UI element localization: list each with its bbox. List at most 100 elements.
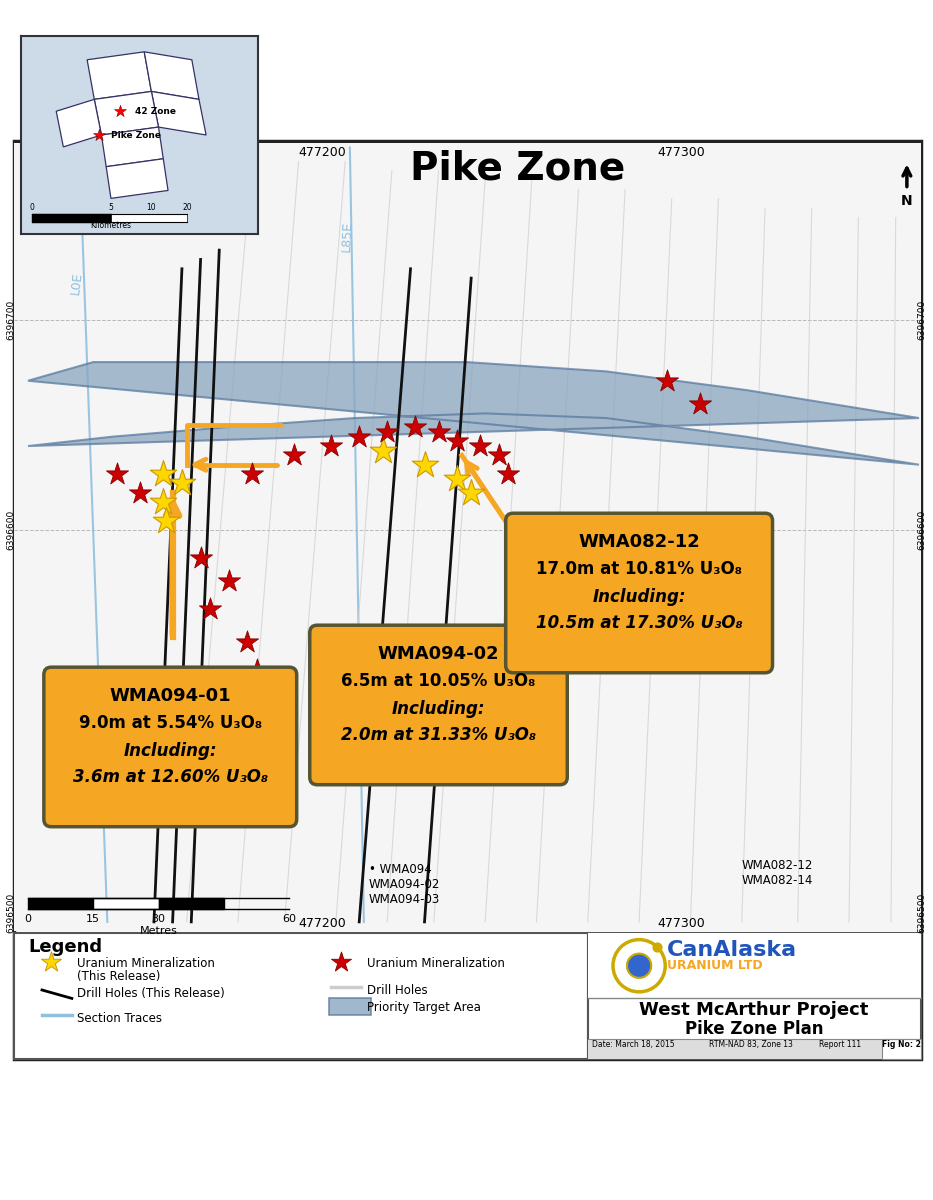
FancyBboxPatch shape [329,998,371,1015]
Circle shape [627,954,651,978]
FancyBboxPatch shape [506,514,773,673]
Text: Pike Zone: Pike Zone [111,131,160,139]
Text: Fig No: 2: Fig No: 2 [882,1040,921,1049]
Polygon shape [145,52,199,100]
Text: • WMA094: • WMA094 [369,863,431,876]
Point [650,938,665,958]
Text: Metres: Metres [140,925,177,936]
FancyBboxPatch shape [44,667,297,827]
Text: RTM-NAD 83, Zone 13: RTM-NAD 83, Zone 13 [709,1040,793,1049]
Text: Uranium Mineralization: Uranium Mineralization [77,958,216,971]
Text: 6396700: 6396700 [917,300,926,341]
Text: WMA094-02: WMA094-02 [378,644,499,662]
Text: L0E: L0E [69,271,84,295]
Point [159,511,174,530]
Text: 3.6m at 12.60% U₃O₈: 3.6m at 12.60% U₃O₈ [73,768,268,786]
Text: 6396700: 6396700 [7,300,16,341]
Polygon shape [94,91,159,134]
Text: 6396600: 6396600 [917,510,926,550]
Text: Report 111: Report 111 [819,1040,861,1049]
Text: 6.5m at 10.05% U₃O₈: 6.5m at 10.05% U₃O₈ [341,672,536,690]
Polygon shape [106,158,168,198]
Text: Pike Zone Plan: Pike Zone Plan [685,1020,823,1038]
Point [132,484,147,503]
Text: Kilometres: Kilometres [91,221,132,230]
Text: URANIUM LTD: URANIUM LTD [667,959,762,972]
Text: 0: 0 [24,914,32,924]
Text: Drill Holes: Drill Holes [367,984,427,997]
Point [408,418,423,437]
Text: 0: 0 [30,203,35,212]
Text: Priority Target Area: Priority Target Area [367,1001,480,1014]
Point [91,125,106,144]
Text: 10.5m at 17.30% U₃O₈: 10.5m at 17.30% U₃O₈ [536,614,743,632]
Text: WMA094-03: WMA094-03 [369,893,439,906]
Text: CanAlaska: CanAlaska [667,940,797,960]
Text: N: N [901,194,912,208]
Point [375,442,390,461]
Text: Legend: Legend [28,937,102,955]
Point [660,371,675,390]
Text: Including:: Including: [392,700,485,718]
Point [464,484,479,503]
Text: 60: 60 [282,914,297,924]
Text: 5: 5 [108,203,114,212]
Text: WMA094-01: WMA094-01 [109,686,231,704]
Text: WMA082-14: WMA082-14 [742,875,814,887]
Point [492,445,507,464]
Text: West McArthur Project: West McArthur Project [639,1001,869,1019]
Point [240,632,255,652]
Text: WMA082-12: WMA082-12 [742,859,814,872]
Text: 477200: 477200 [298,917,346,930]
Text: 10: 10 [146,203,156,212]
Text: WMA094-02: WMA094-02 [369,878,440,892]
Point [254,689,269,708]
FancyBboxPatch shape [588,934,921,1060]
Text: 6396600: 6396600 [7,510,16,550]
Text: 9.0m at 5.54% U₃O₈: 9.0m at 5.54% U₃O₈ [78,714,262,732]
Point [156,464,171,484]
Point [244,464,259,484]
Text: 2.0m at 31.33% U₃O₈: 2.0m at 31.33% U₃O₈ [341,726,536,744]
Text: WMA082-12: WMA082-12 [578,533,700,551]
Point [193,548,208,568]
Text: Drill Holes (This Release): Drill Holes (This Release) [77,988,225,1000]
Text: 20: 20 [182,203,192,212]
Point [113,102,128,121]
Text: 477200: 477200 [298,145,346,158]
Text: 42 Zone: 42 Zone [134,107,175,115]
Point [258,721,273,740]
Point [174,474,189,493]
Point [333,953,348,972]
Point [286,445,301,464]
FancyBboxPatch shape [310,625,567,785]
Text: Uranium Mineralization: Uranium Mineralization [367,958,505,971]
Text: Section Traces: Section Traces [77,1013,162,1025]
FancyBboxPatch shape [588,1038,921,1060]
FancyBboxPatch shape [882,1038,921,1060]
Point [352,427,367,446]
Point [431,422,446,442]
FancyBboxPatch shape [14,143,921,931]
FancyBboxPatch shape [588,934,921,998]
Point [501,464,516,484]
Text: Including:: Including: [123,742,217,760]
Text: Including:: Including: [592,588,686,606]
Text: (This Release): (This Release) [77,971,160,984]
Point [324,437,339,456]
Text: 15: 15 [86,914,101,924]
Polygon shape [87,52,151,100]
Text: 17.0m at 10.81% U₃O₈: 17.0m at 10.81% U₃O₈ [536,560,742,578]
Point [202,600,217,619]
Polygon shape [102,127,163,167]
Text: 477300: 477300 [657,145,705,158]
Point [417,455,432,474]
Text: 6396500: 6396500 [917,893,926,932]
Point [692,395,707,414]
Polygon shape [151,91,206,134]
Text: 30: 30 [151,914,166,924]
FancyBboxPatch shape [14,140,921,1060]
Point [156,492,171,511]
Point [450,432,465,451]
Text: 6396500: 6396500 [7,893,16,932]
